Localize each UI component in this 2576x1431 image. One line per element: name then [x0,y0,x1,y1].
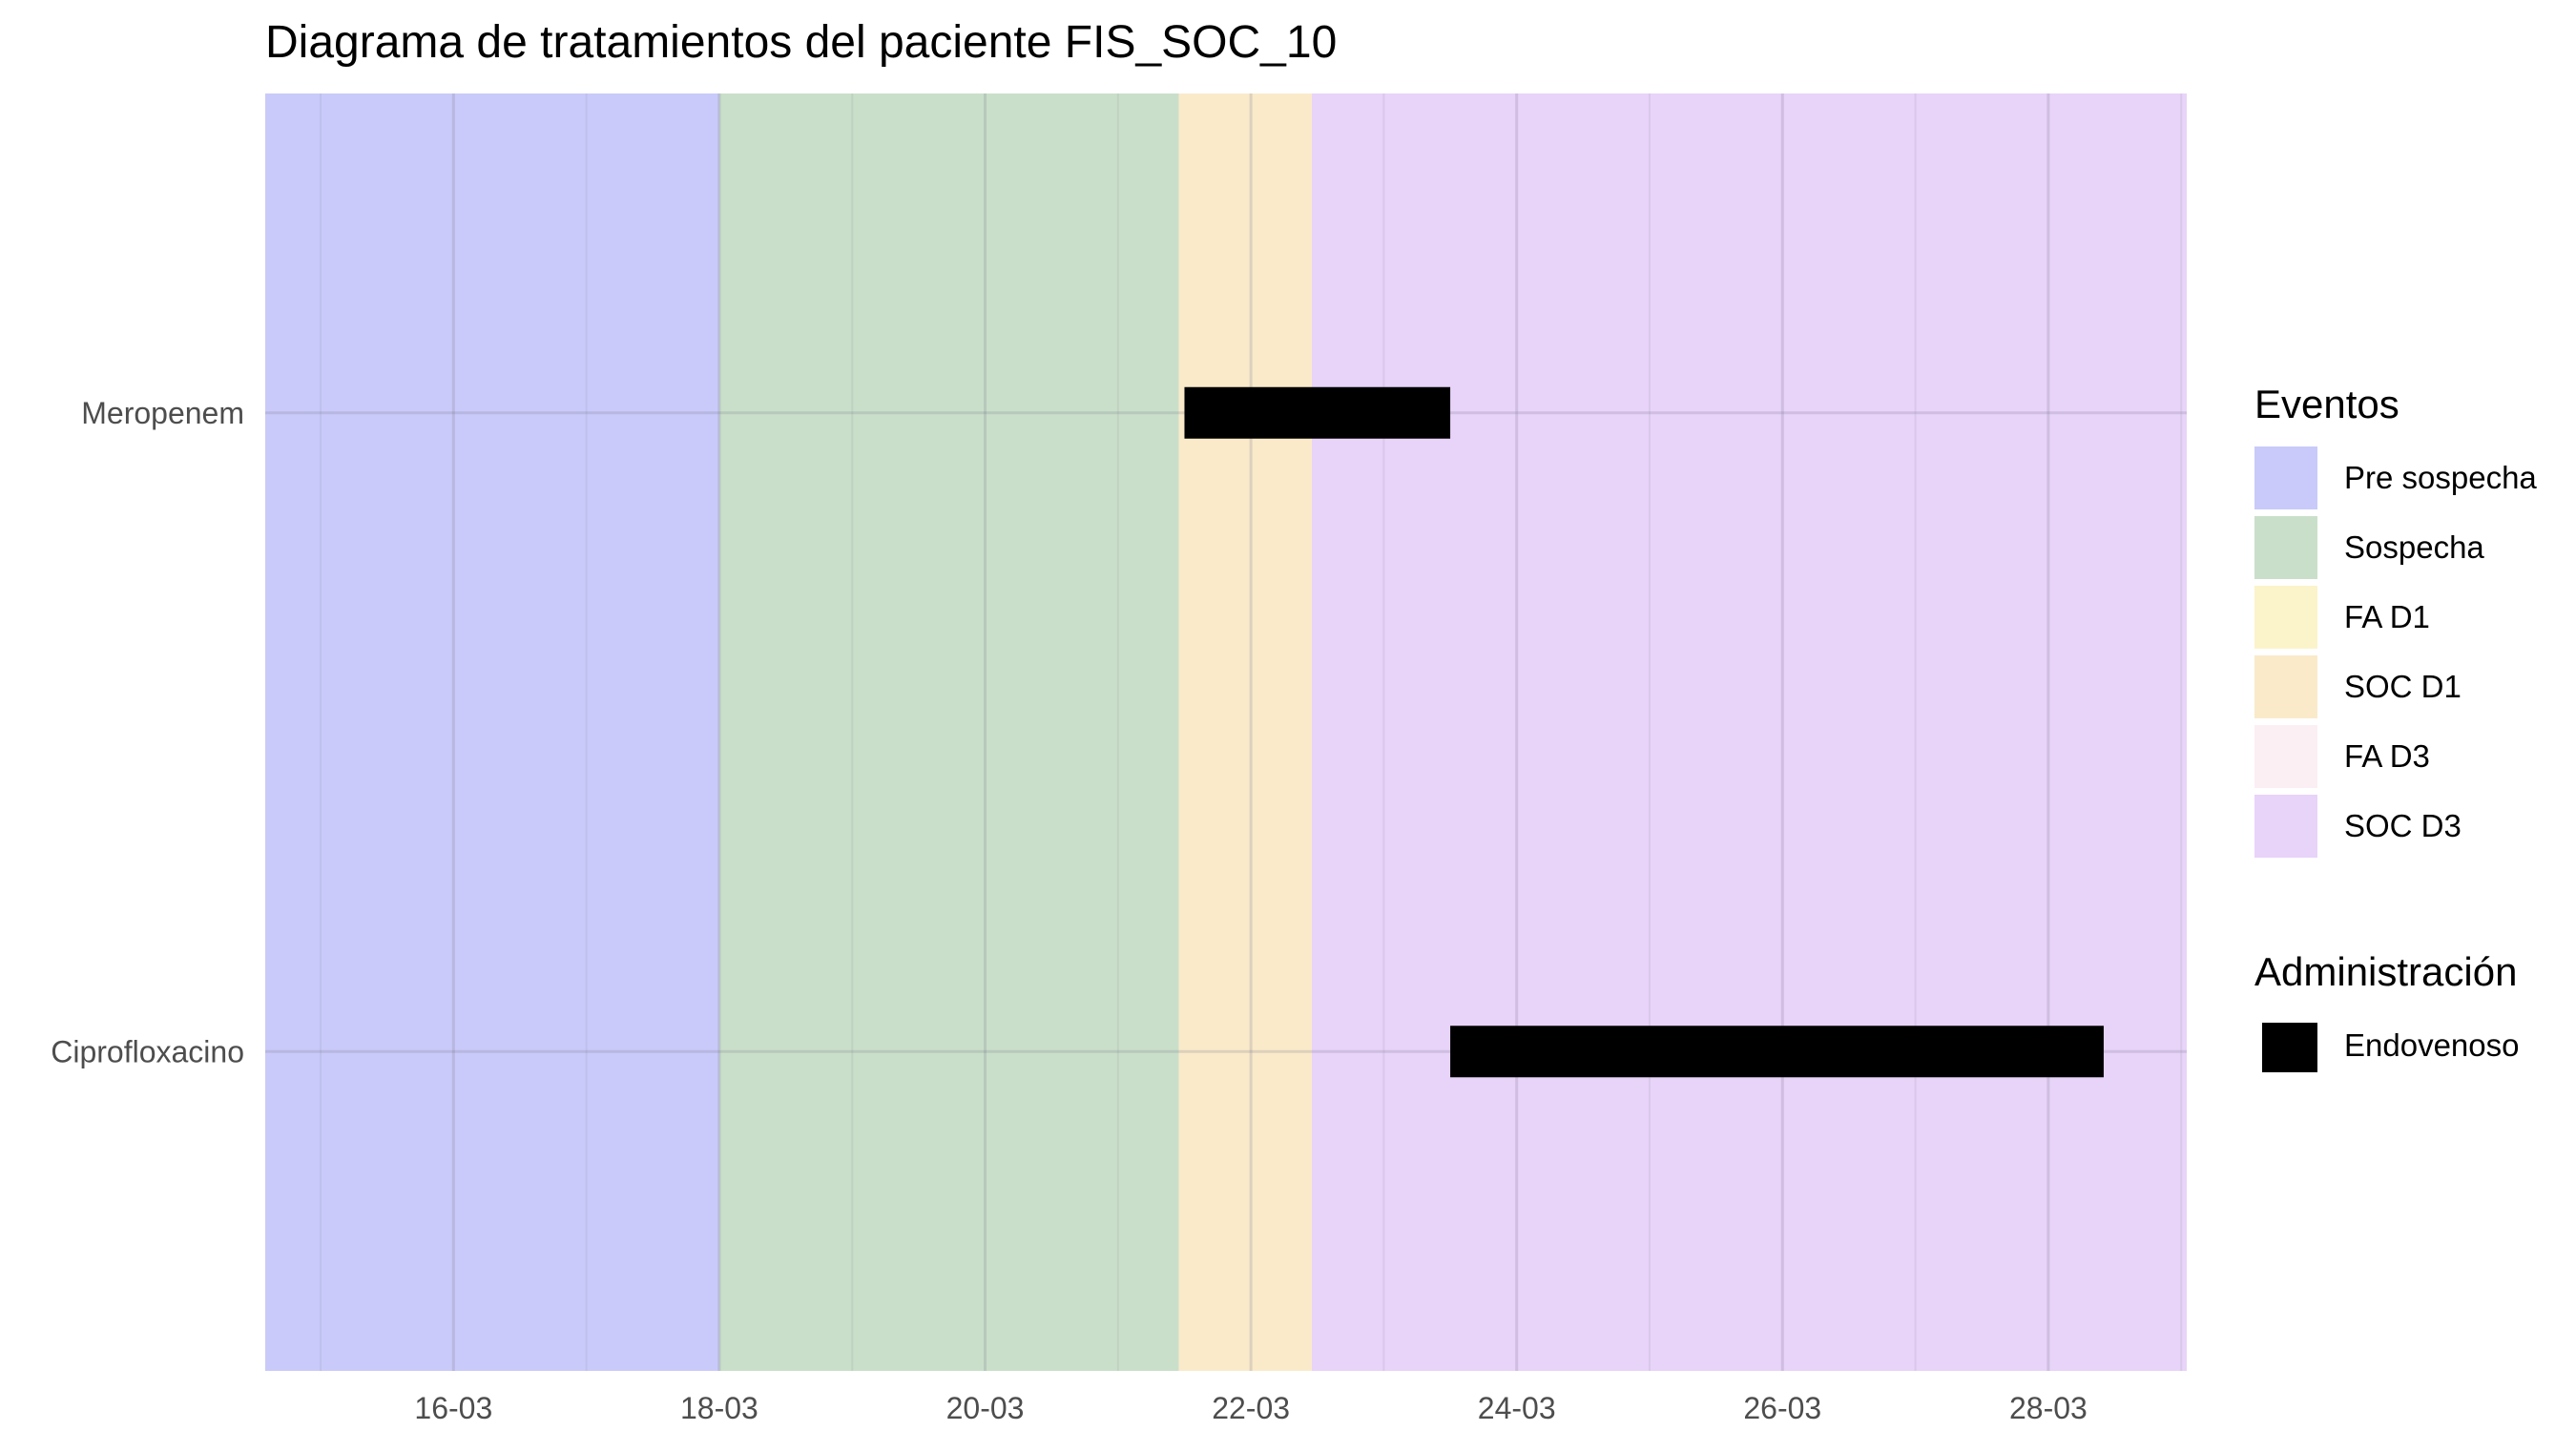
x-tick-label: 28-03 [2009,1391,2088,1425]
y-axis: Meropenem Ciprofloxacino [51,396,244,1069]
legend-item-label: Endovenoso [2344,1027,2519,1063]
x-tick-label: 16-03 [414,1391,492,1425]
legend-item-label: FA D3 [2344,738,2430,774]
y-tick-label-meropenem: Meropenem [81,396,244,430]
grid-lines [265,93,2187,1371]
legend-item-label: SOC D1 [2344,669,2462,704]
legend-key-endovenoso [2262,1023,2317,1072]
x-tick-label: 26-03 [1743,1391,1821,1425]
chart-title: Diagrama de tratamientos del paciente FI… [265,17,1337,68]
legend-item-label: Pre sospecha [2344,460,2537,495]
legend: Eventos Pre sospecha Sospecha FA D1 SOC D1 FA… [2254,382,2537,1077]
y-tick-label-ciprofloxacino: Ciprofloxacino [51,1034,244,1068]
legend-title-administracion: Administración [2254,949,2517,994]
x-tick-label: 18-03 [680,1391,758,1425]
legend-item-label: Sospecha [2344,529,2484,565]
legend-key-swatch [2254,725,2317,788]
x-tick-label: 24-03 [1478,1391,1556,1425]
legend-title-eventos: Eventos [2254,382,2399,426]
treatment-bar-ciprofloxacino [1450,1026,2104,1078]
event-band-soc-d3 [1311,93,2187,1371]
event-band-soc-d1 [1178,93,1312,1371]
legend-key-swatch [2254,516,2317,579]
treatment-bars [1184,386,2104,1078]
legend-key-swatch [2254,586,2317,649]
x-tick-label: 20-03 [946,1391,1025,1425]
event-bands [265,93,2187,1371]
x-axis: 16-03 18-03 20-03 22-03 24-03 26-03 28-03 [414,1391,2087,1425]
legend-key-swatch [2254,655,2317,718]
legend-key-swatch [2254,795,2317,858]
event-band-pre-sospecha [265,93,719,1371]
event-band-sospecha [718,93,1179,1371]
legend-key-swatch [2254,446,2317,509]
legend-item-label: FA D1 [2344,599,2430,634]
legend-item-label: SOC D3 [2344,808,2462,843]
x-tick-label: 22-03 [1212,1391,1290,1425]
treatment-bar-meropenem [1184,386,1451,439]
